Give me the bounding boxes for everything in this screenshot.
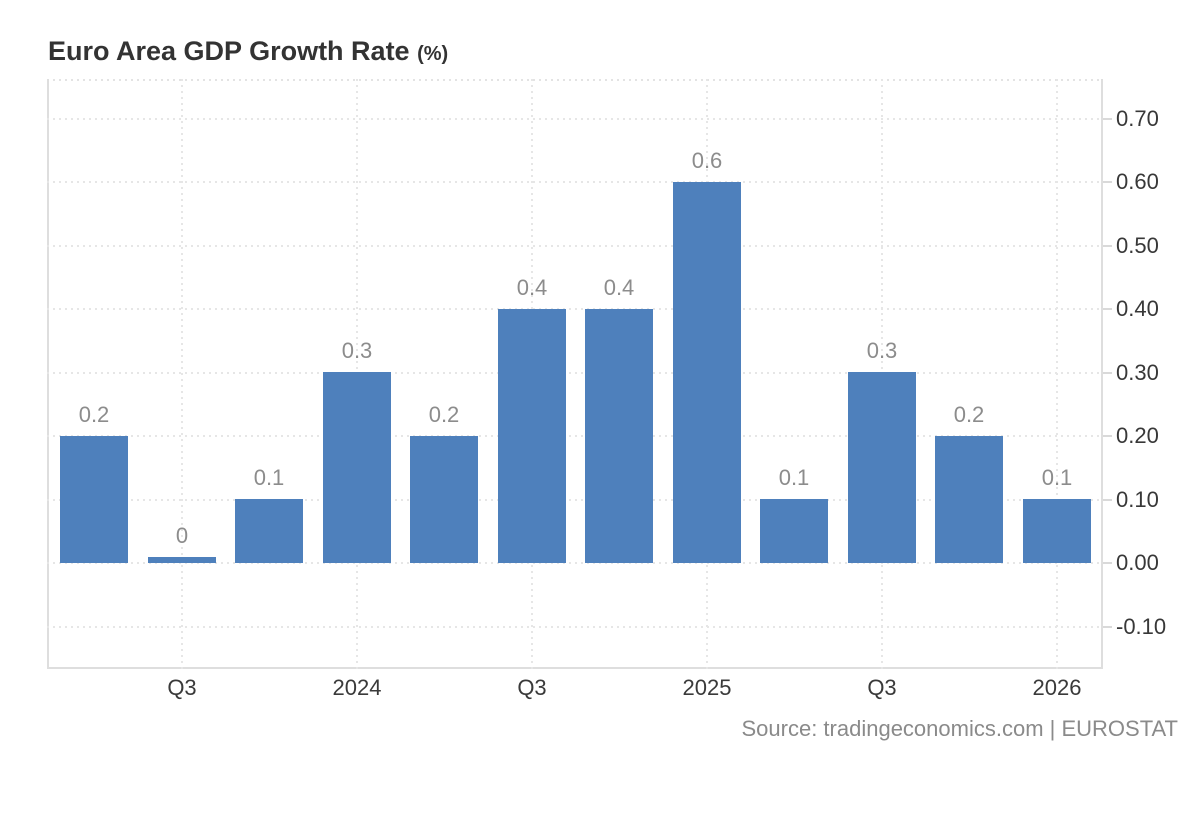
bar-value-label: 0.3 (341, 338, 373, 363)
h-gridline (47, 499, 1101, 501)
h-gridline (47, 435, 1101, 437)
h-gridline (47, 308, 1101, 310)
bar-value-label: 0.1 (778, 465, 810, 490)
y-tick-label: 0.30 (1116, 360, 1159, 385)
plot-border-bottom (47, 667, 1103, 669)
bar[interactable] (148, 557, 216, 563)
h-gridline (47, 118, 1101, 120)
y-axis-tick (1103, 245, 1112, 247)
x-tick-label: Q3 (167, 675, 197, 700)
bar[interactable] (323, 372, 391, 563)
chart-title-main: Euro Area GDP Growth Rate (48, 36, 410, 66)
y-axis-tick (1103, 435, 1112, 437)
plot-border-top (47, 79, 1103, 81)
bar-value-label: 0.4 (603, 275, 635, 300)
bar-value-label: 0.2 (428, 402, 460, 427)
h-gridline (47, 626, 1101, 628)
y-tick-label: 0.60 (1116, 169, 1159, 194)
y-tick-label: 0.50 (1116, 233, 1159, 258)
bar[interactable] (1023, 499, 1091, 563)
y-axis-tick (1103, 626, 1112, 628)
bar[interactable] (235, 499, 303, 563)
y-tick-label: 0.40 (1116, 296, 1159, 321)
v-gridline (1056, 79, 1058, 669)
h-gridline (47, 181, 1101, 183)
plot-area: 0.2 0 0.1 0.3 0.2 0.4 0.4 0.6 0.1 0.3 0.2 0.1 (47, 79, 1103, 669)
bar[interactable] (60, 436, 128, 563)
y-tick-label: 0.70 (1116, 106, 1159, 131)
bar[interactable] (935, 436, 1003, 563)
source-attribution: Source: tradingeconomics.com | EUROSTAT (741, 716, 1179, 741)
x-tick-label: 2025 (682, 675, 732, 700)
bar[interactable] (498, 309, 566, 563)
x-axis: Q3 2024 Q3 2025 Q3 2026 (47, 671, 1103, 711)
y-axis-line (1101, 79, 1103, 669)
bar-value-label: 0 (175, 523, 189, 548)
y-axis-tick (1103, 181, 1112, 183)
y-tick-label: 0.20 (1116, 423, 1159, 448)
y-axis-tick (1103, 562, 1112, 564)
chart-title: Euro Area GDP Growth Rate (%) (48, 36, 448, 69)
bar[interactable] (410, 436, 478, 563)
bar-value-label: 0.3 (866, 338, 898, 363)
bar[interactable] (585, 309, 653, 563)
bar[interactable] (760, 499, 828, 563)
bar[interactable] (673, 182, 741, 563)
y-axis-tick (1103, 499, 1112, 501)
h-gridline (47, 562, 1101, 564)
y-axis-tick (1103, 372, 1112, 374)
bar-value-label: 0.1 (1041, 465, 1073, 490)
bar[interactable] (848, 372, 916, 563)
y-tick-label: 0.10 (1116, 487, 1159, 512)
bar-value-label: 0.6 (691, 148, 723, 173)
x-tick-label: 2026 (1032, 675, 1082, 700)
y-axis: 0.70 0.60 0.50 0.40 0.30 0.20 0.10 0.00 -0.10 (1103, 79, 1200, 699)
y-axis-tick (1103, 118, 1112, 120)
x-tick-label: Q3 (517, 675, 547, 700)
bar-value-label: 0.1 (253, 465, 285, 490)
bar-value-label: 0.2 (953, 402, 985, 427)
y-tick-label: -0.10 (1116, 614, 1167, 639)
plot-border-left (47, 79, 49, 669)
x-tick-label: 2024 (332, 675, 382, 700)
y-tick-label: 0.00 (1116, 550, 1159, 575)
x-tick-label: Q3 (867, 675, 897, 700)
y-axis-tick (1103, 308, 1112, 310)
bar-value-label: 0.2 (78, 402, 110, 427)
h-gridline (47, 372, 1101, 374)
bar-value-label: 0.4 (516, 275, 548, 300)
v-gridline (181, 79, 183, 669)
h-gridline (47, 245, 1101, 247)
chart-title-unit: (%) (417, 43, 449, 65)
